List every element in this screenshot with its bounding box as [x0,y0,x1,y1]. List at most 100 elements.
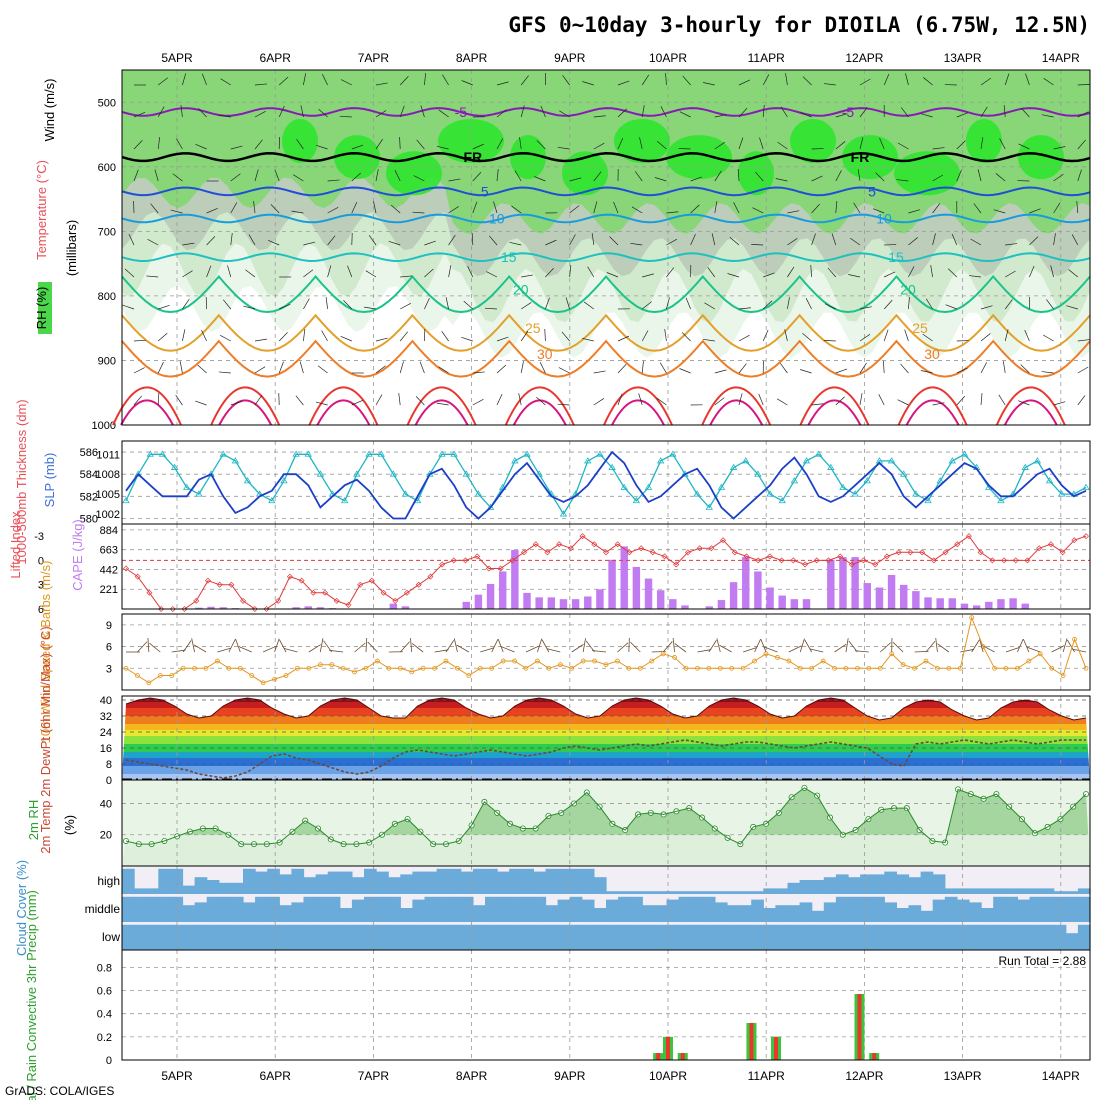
cloud-cell-middle [630,896,643,922]
wind-barb-10m [764,646,778,653]
wind-barb [908,266,915,278]
cloud-cell-low [243,924,256,950]
li-point [193,597,200,604]
cloud-cell-middle [533,896,547,922]
wind-barb [758,393,764,406]
top-x-tick-labels: 5APR 6APR 7APR 8APR 9APR 10APR 11APR 12APR 13APR… [161,51,1080,65]
wind-barb [1071,234,1079,246]
cloud-cell-low [400,924,413,950]
wind-barb [388,240,401,246]
li-point [895,549,902,556]
wind-barb [738,137,744,150]
wind-barb [784,329,788,342]
wind-barb [170,209,183,214]
isotherm-label-15-1: 15 [888,249,904,265]
wind-barb [509,241,522,246]
temp-color-bands [122,698,1090,780]
bottom-x-tick-13APR: 13APR [944,1069,982,1083]
li-point [790,557,797,564]
wind-barb-10m [788,645,802,653]
wind-barb [835,141,846,150]
wind-barb-10m [147,638,150,653]
wind-barb-10m [892,641,904,653]
wind-barb [327,265,332,278]
wind-barb [780,106,788,118]
footer-text: GrADS: COLA/IGES [5,1084,114,1098]
wind-barb [327,179,340,182]
panel-border [121,440,1091,525]
cloud-cell-high [884,871,897,894]
rh-high-patch [790,119,836,163]
wind-point [820,658,826,664]
cloud-cell-high [860,874,873,894]
temp-band [122,758,1090,766]
top-x-tick-10APR: 10APR [649,51,687,65]
wind-barb [617,80,630,86]
slp-point [754,470,762,477]
wind-barb-10m [480,647,494,653]
cape-bar [924,597,932,609]
wind-barb [534,176,546,182]
wind-barb-10m [262,645,277,653]
wind-barb [254,111,266,118]
wind-barb [998,394,1006,406]
wind-barb-10m [743,647,757,653]
li-point [907,549,914,556]
wind-barb [413,175,425,182]
wind-barb [980,362,987,374]
wind-barb [520,330,529,342]
cloud-cell-high [993,888,1006,894]
wind-barb [520,105,525,118]
wind-barb [857,169,861,182]
wind-barb [835,396,845,406]
wind-barb [254,366,266,374]
wind-barb-10m [171,649,186,653]
wind-barb [206,207,218,214]
li-point [158,606,165,612]
cloud-cell-low [339,924,353,950]
wind-barb [268,239,280,246]
wind-barb-10m [1062,638,1068,653]
cloud-cell-middle [835,896,849,922]
wind-barb [835,201,838,214]
wind-point [672,655,677,660]
slp-point [960,450,969,457]
wind-barb [467,266,474,278]
isotherm-label-30-1: 30 [924,346,940,362]
cape-bar [948,598,957,609]
wind-barb [714,369,727,374]
wind-barb [424,73,427,86]
wind-barb [922,333,933,342]
cape-bar [401,606,410,609]
wind-barb [325,297,328,310]
wind-point [603,662,609,668]
wind-barb [472,399,484,406]
cloud-cell-middle [606,899,619,922]
wind-barb [727,273,740,278]
isotherm-label--5-1: -5 [842,104,855,120]
panel-precip: 0.8 0.6 0.4 0.2 0 Run Total = 2.88 Total / Rai… [24,890,1091,1100]
cloud-cell-low [569,924,583,950]
wind-barb [445,297,449,310]
cloud-cell-low [739,924,752,950]
cloud-cell-low [981,924,994,950]
wind-barb [1021,107,1030,118]
wind-barb [295,395,304,406]
cloud-cell-low [775,924,789,950]
cloud-cell-low [218,924,232,950]
wind-barb [932,233,936,246]
cape-bar [705,606,714,609]
wind-barb [518,393,522,406]
slp-point [936,477,944,484]
wind-barb [762,105,765,118]
cloud-cell-low [872,924,885,950]
wind-barb-10m [880,642,891,653]
cloud-cell-high [533,871,547,894]
cloud-cell-middle [436,896,450,922]
wind-barb [133,339,146,342]
wind-barb-10m [453,638,458,653]
temp-tick-8: 8 [106,759,112,771]
cape-bar [729,582,738,609]
li-point [146,589,153,596]
